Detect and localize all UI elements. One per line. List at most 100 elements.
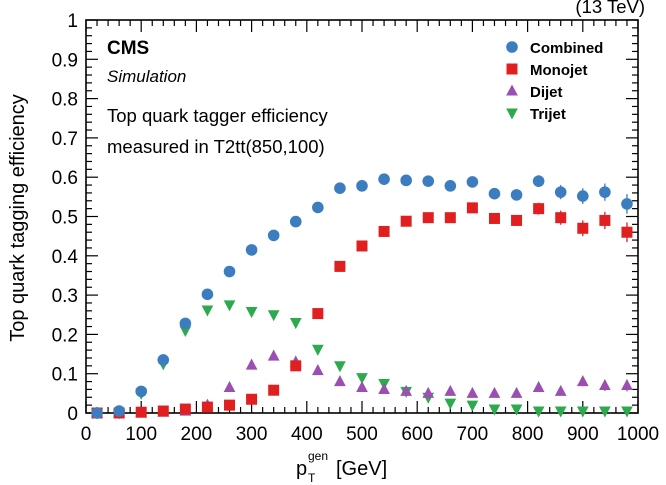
data-point-trijet (510, 404, 523, 416)
plot-area (85, 19, 639, 420)
x-tick-label: 100 (125, 424, 157, 445)
data-point-trijet (223, 300, 236, 312)
x-tick-label: 700 (457, 424, 489, 445)
series-monojet (91, 202, 633, 419)
y-tick-label: 0 (67, 404, 78, 425)
data-point-monojet (621, 226, 633, 238)
data-point-monojet (466, 202, 478, 214)
data-point-dijet (334, 375, 346, 387)
simulation-label: Simulation (107, 67, 186, 86)
data-point-monojet (135, 406, 147, 418)
data-point-dijet (378, 382, 390, 394)
x-axis-title-superscript: gen (308, 449, 328, 463)
annotation-line-1: Top quark tagger efficiency (107, 105, 329, 126)
legend-label-monojet: Monojet (530, 62, 588, 79)
data-point-dijet (267, 349, 280, 361)
data-point-monojet (334, 260, 346, 272)
data-marks (91, 173, 633, 420)
annotation-line-2: measured in T2tt(850,100) (107, 136, 325, 157)
axis-ticks (85, 19, 639, 414)
legend-marker-trijet (506, 108, 518, 120)
data-point-monojet (533, 203, 545, 215)
x-axis-title-symbol: p (296, 458, 307, 480)
y-tick-label: 0.7 (52, 129, 78, 150)
data-point-combined (599, 186, 611, 198)
data-point-trijet (289, 318, 302, 330)
x-axis-title-subscript: T (308, 471, 316, 485)
x-axis-title: p gen T [GeV] (296, 449, 387, 485)
data-point-combined (444, 180, 457, 192)
legend-marker-monojet (506, 63, 518, 75)
data-point-trijet (334, 361, 346, 373)
x-tick-label: 800 (512, 424, 544, 445)
legend-label-combined: Combined (530, 40, 603, 57)
data-point-monojet (201, 401, 213, 413)
data-point-trijet (311, 344, 324, 356)
data-point-trijet (356, 373, 368, 385)
y-tick-labels: 0 0.1 0.2 0.3 0.4 0.5 0.6 0.7 0.8 0.9 1 (52, 11, 79, 425)
data-point-monojet (577, 222, 589, 234)
x-tick-label: 1000 (617, 424, 659, 445)
y-tick-label: 0.8 (52, 90, 78, 111)
x-tick-label: 400 (291, 424, 323, 445)
y-axis-title: Top quark tagging efficiency (7, 94, 29, 342)
data-point-monojet (511, 214, 523, 226)
y-tick-label: 0.3 (52, 286, 78, 307)
series-trijet (91, 300, 633, 420)
x-tick-label: 500 (346, 424, 378, 445)
data-point-monojet (422, 212, 434, 224)
data-point-trijet (267, 310, 280, 322)
data-point-combined (157, 354, 170, 366)
data-point-trijet (576, 406, 589, 418)
data-point-monojet (268, 384, 280, 396)
data-point-dijet (223, 380, 236, 393)
data-point-trijet (179, 325, 192, 337)
x-tick-label: 0 (81, 424, 92, 445)
experiment-label: CMS (107, 38, 149, 59)
x-tick-labels: 0 100 200 300 400 500 600 700 800 900 1000 (81, 424, 659, 445)
data-point-dijet (510, 386, 523, 398)
data-point-trijet (466, 400, 479, 412)
data-point-combined (356, 180, 368, 192)
data-point-dijet (311, 364, 324, 376)
data-point-combined (621, 198, 633, 210)
data-point-combined (532, 175, 545, 187)
data-point-combined (312, 201, 324, 214)
data-point-combined (466, 176, 479, 188)
data-point-monojet (378, 225, 390, 237)
data-point-dijet (422, 386, 435, 398)
data-point-combined (378, 173, 390, 185)
y-tick-label: 0.6 (52, 168, 78, 189)
data-point-combined (400, 174, 412, 187)
y-tick-label: 0.2 (52, 325, 78, 346)
data-point-monojet (555, 212, 567, 224)
data-point-trijet (554, 406, 567, 418)
data-point-combined (289, 215, 302, 228)
data-point-trijet (599, 406, 611, 418)
legend-marker-combined (506, 41, 518, 53)
x-axis-title-unit: [GeV] (336, 458, 387, 480)
legend-marker-dijet (506, 84, 518, 96)
x-tick-label: 600 (401, 424, 433, 445)
data-point-monojet (356, 240, 368, 252)
data-point-dijet (621, 378, 633, 391)
data-point-combined (334, 182, 346, 195)
data-point-combined (201, 288, 214, 301)
data-point-dijet (245, 358, 258, 370)
data-point-combined (488, 187, 501, 200)
data-point-dijet (488, 386, 501, 398)
data-point-dijet (532, 380, 545, 393)
legend-label-dijet: Dijet (530, 84, 563, 101)
data-point-dijet (444, 384, 457, 396)
y-tick-label: 1 (67, 11, 78, 32)
data-point-combined (179, 317, 192, 330)
data-point-monojet (400, 215, 412, 227)
data-point-combined (223, 265, 236, 278)
legend-item-dijet: Dijet (506, 84, 563, 101)
data-point-monojet (312, 308, 324, 320)
x-tick-label: 200 (181, 424, 213, 445)
data-point-trijet (621, 406, 633, 418)
legend: Combined Monojet Dijet Trijet (506, 40, 603, 123)
data-point-dijet (466, 386, 479, 398)
